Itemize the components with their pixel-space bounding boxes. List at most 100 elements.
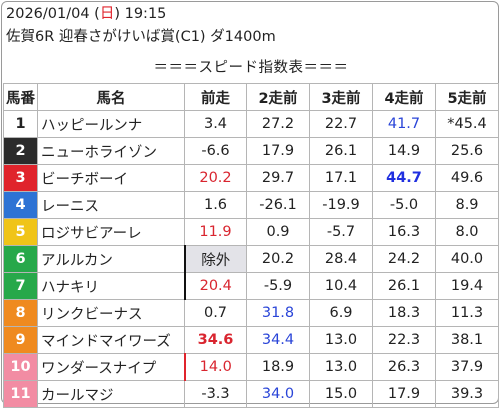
- col-header-3-races-ago: 3走前: [309, 83, 373, 111]
- 4-races-ago-index: 17.9: [372, 380, 436, 408]
- 5-races-ago-index: 11.3: [435, 299, 499, 327]
- 3-races-ago-index: 13.0: [309, 326, 373, 354]
- last-race-index: 除外: [183, 245, 247, 273]
- 3-races-ago-index: 15.0: [309, 380, 373, 408]
- 3-races-ago-index: 10.4: [309, 272, 373, 300]
- last-race-index: 0.7: [184, 299, 247, 327]
- race-name: 佐賀6R 迎春さがけいば賞(C1) ダ1400m: [6, 29, 276, 45]
- last-race-index: 20.4: [183, 272, 247, 300]
- horse-number: 3: [3, 164, 38, 192]
- 2-races-ago-index: 34.4: [246, 326, 310, 354]
- last-race-index: 3.4: [184, 110, 247, 138]
- 4-races-ago-index: 14.9: [372, 137, 436, 165]
- 2-races-ago-index: 27.2: [246, 110, 310, 138]
- horse-name: ハッピールンナ: [37, 110, 185, 138]
- 3-races-ago-index: 22.7: [309, 110, 373, 138]
- 5-races-ago-index: 39.3: [435, 380, 499, 408]
- 2-races-ago-index: 20.2: [246, 245, 310, 273]
- horse-name: リンクビーナス: [37, 299, 185, 327]
- table-row: 3 ビーチボーイ 20.2 29.7 17.1 44.7 49.6: [3, 164, 499, 192]
- 2-races-ago-index: -5.9: [246, 272, 310, 300]
- 3-races-ago-index: 6.9: [309, 299, 373, 327]
- table-row: 9 マインドマイワーズ 34.6 34.4 13.0 22.3 38.1: [3, 326, 499, 354]
- horse-name: ビーチボーイ: [37, 164, 185, 192]
- date-prefix: 2026/01/04 (: [6, 6, 100, 22]
- 5-races-ago-index: 8.9: [435, 191, 499, 219]
- table-row: 5 ロジサビアーレ 11.9 0.9 -5.7 16.3 8.0: [3, 218, 499, 246]
- col-header-horse-name: 馬名: [37, 83, 185, 111]
- 3-races-ago-index: -5.7: [309, 218, 373, 246]
- horse-number: 1: [3, 110, 38, 138]
- table-row: 2 ニューホライゾン -6.6 17.9 26.1 14.9 25.6: [3, 137, 499, 165]
- race-datetime: 2026/01/04 (日) 19:15: [6, 4, 166, 24]
- horse-number: 7: [3, 272, 38, 300]
- horse-number: 10: [3, 353, 38, 381]
- last-race-index: 11.9: [184, 218, 247, 246]
- 4-races-ago-index: 44.7: [372, 164, 436, 192]
- horse-number: 11: [3, 380, 38, 408]
- 5-races-ago-index: *45.4: [435, 110, 499, 138]
- weekday: 日: [99, 6, 115, 22]
- horse-name: ニューホライゾン: [37, 137, 185, 165]
- col-header-5-races-ago: 5走前: [435, 83, 499, 111]
- 2-races-ago-index: 18.9: [246, 353, 310, 381]
- 5-races-ago-index: 19.4: [435, 272, 499, 300]
- table-row: 6 アルルカン 除外 20.2 28.4 24.2 40.0: [3, 245, 499, 273]
- horse-number: 4: [3, 191, 38, 219]
- 3-races-ago-index: -19.9: [309, 191, 373, 219]
- horse-name: ロジサビアーレ: [37, 218, 185, 246]
- horse-number: 9: [3, 326, 38, 354]
- 4-races-ago-index: 22.3: [372, 326, 436, 354]
- table-row: 7 ハナキリ 20.4 -5.9 10.4 26.1 19.4: [3, 272, 499, 300]
- 4-races-ago-index: 16.3: [372, 218, 436, 246]
- horse-name: カールマジ: [37, 380, 185, 408]
- 4-races-ago-index: 24.2: [372, 245, 436, 273]
- horse-number: 8: [3, 299, 38, 327]
- 3-races-ago-index: 13.0: [309, 353, 373, 381]
- 2-races-ago-index: 17.9: [246, 137, 310, 165]
- last-race-index: 1.6: [184, 191, 247, 219]
- horse-name: アルルカン: [37, 245, 185, 273]
- 5-races-ago-index: 40.0: [435, 245, 499, 273]
- table-row: 11 カールマジ -3.3 34.0 15.0 17.9 39.3: [3, 380, 499, 408]
- horse-number: 6: [3, 245, 38, 273]
- horse-name: マインドマイワーズ: [37, 326, 185, 354]
- horse-number: 2: [3, 137, 38, 165]
- table-row: 10 ワンダースナイプ 14.0 18.9 13.0 26.3 37.9: [3, 353, 499, 381]
- col-header-2-races-ago: 2走前: [246, 83, 310, 111]
- col-header-number: 馬番: [3, 83, 38, 111]
- 5-races-ago-index: 38.1: [435, 326, 499, 354]
- 4-races-ago-index: 18.3: [372, 299, 436, 327]
- 2-races-ago-index: -26.1: [246, 191, 310, 219]
- 4-races-ago-index: 26.3: [372, 353, 436, 381]
- last-race-index: 20.2: [184, 164, 247, 192]
- table-row: 1 ハッピールンナ 3.4 27.2 22.7 41.7 *45.4: [3, 110, 499, 138]
- 4-races-ago-index: -5.0: [372, 191, 436, 219]
- 2-races-ago-index: 0.9: [246, 218, 310, 246]
- horse-name: ワンダースナイプ: [37, 353, 185, 381]
- last-race-index: 34.6: [184, 326, 247, 354]
- table-row: 8 リンクビーナス 0.7 31.8 6.9 18.3 11.3: [3, 299, 499, 327]
- last-race-index: -6.6: [184, 137, 247, 165]
- 3-races-ago-index: 17.1: [309, 164, 373, 192]
- 5-races-ago-index: 25.6: [435, 137, 499, 165]
- horse-number: 5: [3, 218, 38, 246]
- 5-races-ago-index: 8.0: [435, 218, 499, 246]
- time: ) 19:15: [114, 6, 167, 22]
- table-title: ＝＝＝スピード指数表＝＝＝: [153, 60, 349, 76]
- col-header-last-race: 前走: [184, 83, 247, 111]
- horse-name: レーニス: [37, 191, 185, 219]
- header-row: 馬番 馬名 前走 2走前 3走前 4走前 5走前: [3, 83, 499, 111]
- last-race-index: 14.0: [183, 353, 247, 381]
- speed-index-table: 馬番 馬名 前走 2走前 3走前 4走前 5走前 1 ハッピールンナ 3.4 27.2…: [3, 83, 499, 408]
- 2-races-ago-index: 29.7: [246, 164, 310, 192]
- 3-races-ago-index: 28.4: [309, 245, 373, 273]
- 2-races-ago-index: 34.0: [246, 380, 310, 408]
- 5-races-ago-index: 49.6: [435, 164, 499, 192]
- horse-name: ハナキリ: [37, 272, 185, 300]
- 4-races-ago-index: 26.1: [372, 272, 436, 300]
- 3-races-ago-index: 26.1: [309, 137, 373, 165]
- col-header-4-races-ago: 4走前: [372, 83, 436, 111]
- table-row: 4 レーニス 1.6 -26.1 -19.9 -5.0 8.9: [3, 191, 499, 219]
- 4-races-ago-index: 41.7: [372, 110, 436, 138]
